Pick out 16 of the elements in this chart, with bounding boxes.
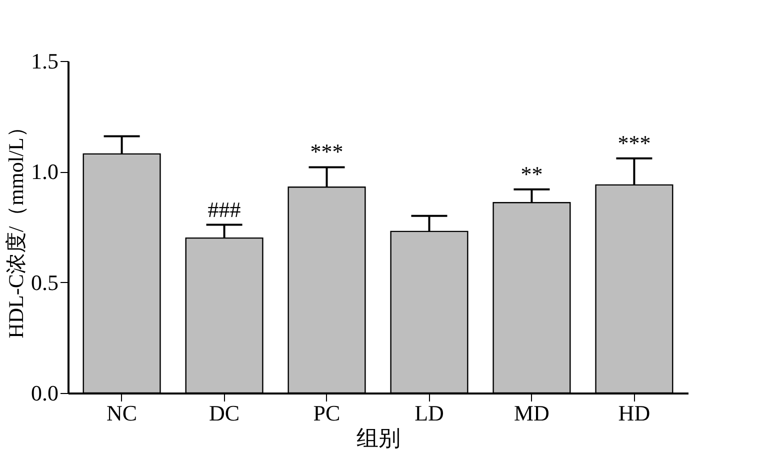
annotation: ### (208, 196, 241, 222)
x-tick-label: DC (209, 400, 240, 426)
annotation: ** (520, 161, 543, 186)
x-tick-label: LD (414, 400, 444, 426)
annotation: *** (310, 139, 344, 164)
y-tick-label: 1.0 (31, 159, 58, 184)
annotation: *** (618, 130, 651, 156)
x-tick-label: NC (106, 400, 138, 426)
y-tick-label: 1.5 (31, 48, 58, 74)
x-tick-label: MD (514, 400, 550, 426)
y-axis-title: HDL-C浓度/（mmol/L） (4, 116, 28, 338)
x-tick-label: HD (618, 400, 650, 426)
x-axis-title: 组别 (356, 426, 400, 450)
x-tick-label: PC (313, 400, 340, 426)
y-tick-label: 0.0 (31, 380, 58, 406)
y-tick-label: 0.5 (31, 270, 58, 295)
